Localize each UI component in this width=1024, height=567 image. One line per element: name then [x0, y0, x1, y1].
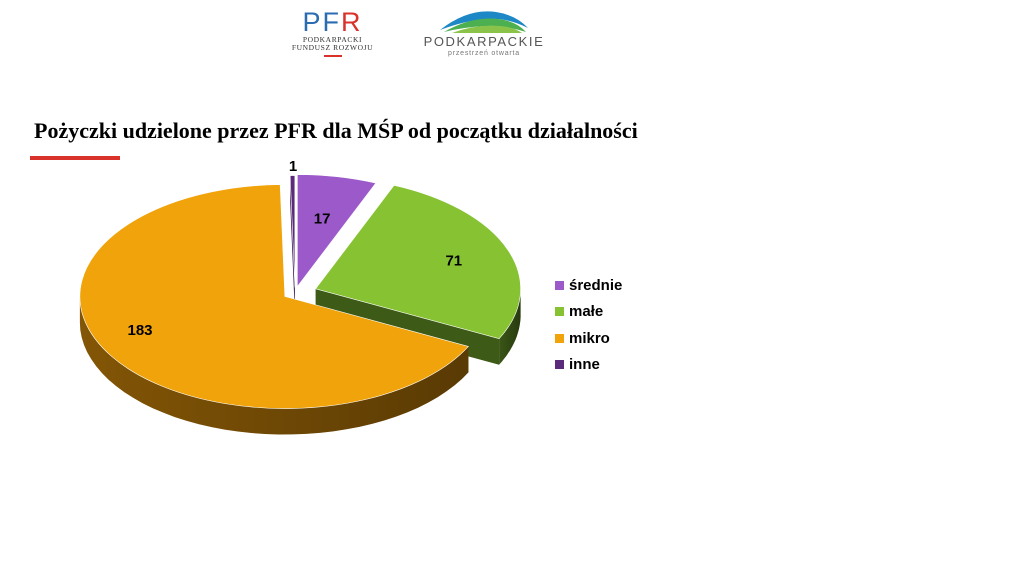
data-label-inne: 1: [289, 158, 297, 175]
pfr-logo-line2: FUNDUSZ ROZWOJU: [291, 43, 374, 52]
legend-swatch: [555, 280, 564, 290]
pfr-logo-underline: [323, 55, 342, 57]
pie-slice-srednie: [297, 174, 377, 288]
legend-label: mikro: [569, 329, 610, 347]
legend-item-srednie: średnie: [555, 272, 622, 299]
legend-item-inne: inne: [555, 352, 622, 379]
pfr-logo: PFR PODKARPACKI FUNDUSZ ROZWOJU: [285, 8, 380, 62]
legend-label: małe: [569, 303, 604, 321]
data-label-srednie: 17: [314, 211, 331, 228]
title-accent-bar: [30, 156, 120, 160]
pie-slice-inne: [289, 175, 296, 288]
pfr-logo-letter-r: R: [341, 7, 363, 37]
data-label-mikro: 183: [127, 322, 152, 339]
pfr-logo-letters: PFR: [285, 8, 380, 36]
data-label-male: 71: [445, 253, 462, 270]
pie-slice-mikro: [79, 184, 469, 409]
pie-tops: [79, 174, 521, 409]
header-logos: PFR PODKARPACKI FUNDUSZ ROZWOJU PODKARPA…: [0, 4, 1024, 66]
legend-swatch: [555, 307, 564, 317]
slide-title: Pożyczki udzielone przez PFR dla MŚP od …: [34, 118, 638, 143]
pfr-logo-line1: PODKARPACKI: [302, 35, 363, 44]
legend-label: średnie: [569, 276, 623, 294]
podkarpackie-logo: PODKARPACKIE przestrzeń otwarta: [418, 6, 550, 64]
podkarpackie-logo-tagline: przestrzeń otwarta: [448, 50, 520, 57]
legend-item-male: małe: [555, 299, 622, 326]
pfr-logo-letters-text: PFR: [302, 7, 363, 37]
pie-slice-side-shade-mikro: [79, 296, 469, 435]
pie-slice-side-shade-male: [499, 288, 521, 365]
chart-legend: średnie małe mikro inne: [555, 272, 622, 378]
legend-swatch: [555, 333, 564, 343]
legend-item-mikro: mikro: [555, 325, 622, 352]
podkarpackie-hills-icon: [440, 11, 528, 33]
legend-label: inne: [569, 356, 600, 374]
pie-slice-male: [315, 184, 521, 340]
legend-swatch: [555, 360, 564, 370]
podkarpackie-logo-name: PODKARPACKIE: [423, 34, 545, 49]
pie-data-labels: 17 71 183 1: [127, 158, 462, 339]
